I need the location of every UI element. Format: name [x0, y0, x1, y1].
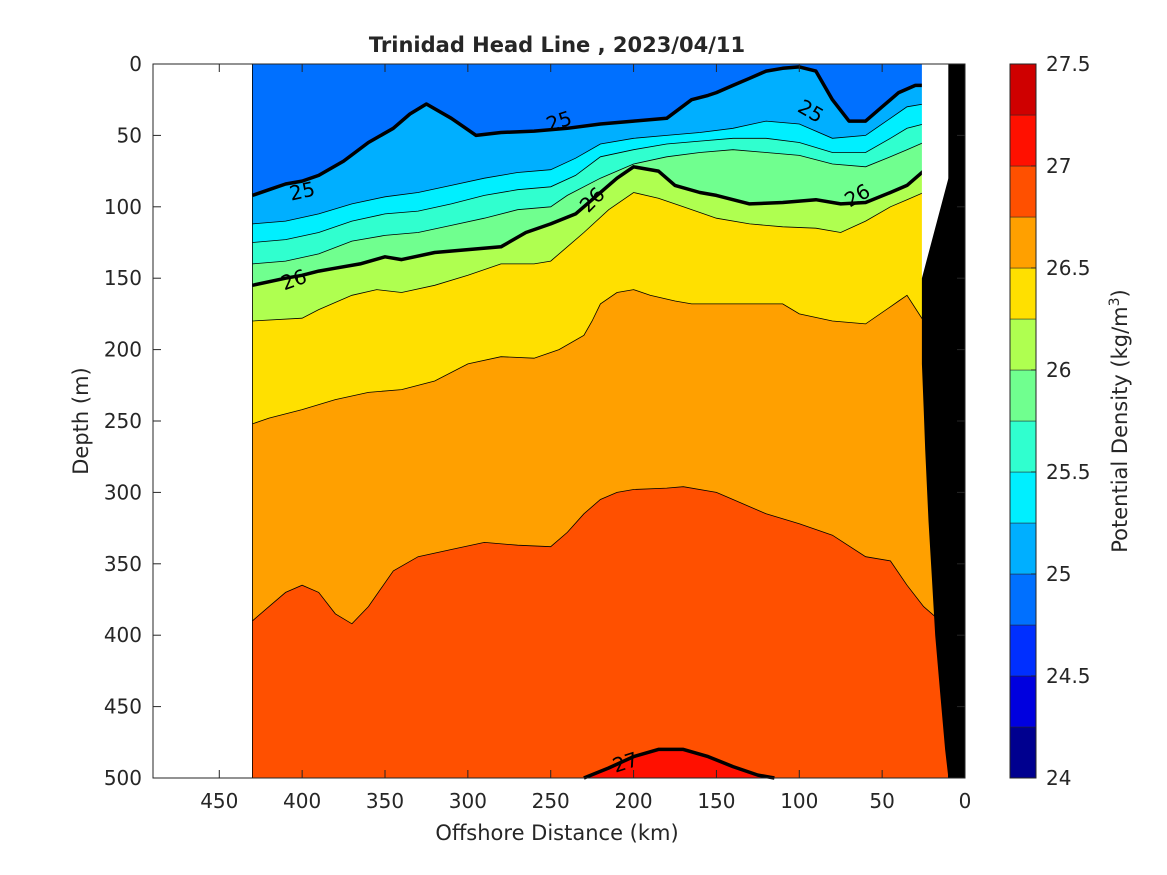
y-tick-label: 500	[104, 766, 142, 790]
colorbar-tick-label: 26.5	[1046, 256, 1091, 280]
contour-lines	[251, 65, 951, 780]
y-tick-label: 150	[104, 266, 142, 290]
x-tick-label: 250	[532, 789, 570, 813]
colorbar-swatch	[1009, 420, 1037, 473]
x-tick-label: 450	[200, 789, 238, 813]
colorbar-swatch	[1009, 726, 1037, 779]
colorbar-label-sup: 3	[1107, 297, 1123, 306]
x-axis: 450 400 350 300 250 200 150 100 50 0	[200, 64, 971, 813]
colorbar-tick-label: 27	[1046, 154, 1071, 178]
y-tick-label: 400	[104, 623, 142, 647]
colorbar-tick-label: 24.5	[1046, 664, 1091, 688]
x-tick-label: 200	[614, 789, 652, 813]
y-tick-label: 50	[117, 123, 142, 147]
y-axis-label: Depth (m)	[69, 367, 93, 474]
x-axis-label: Offshore Distance (km)	[435, 821, 678, 845]
colorbar-label: Potential Density (kg/m3)	[1107, 289, 1132, 553]
colorbar-swatch	[1009, 114, 1037, 167]
colorbar: 24 24.5 25 25.5 26 26.5 27 27.5 Potential Densi…	[1009, 52, 1132, 790]
colorbar-swatch	[1009, 624, 1037, 677]
x-tick-label: 400	[283, 789, 321, 813]
bathymetry-layer	[921, 64, 965, 778]
colorbar-swatch	[1009, 522, 1037, 575]
colorbar-frame	[1009, 63, 1037, 779]
colorbar-tick-label: 25.5	[1046, 460, 1091, 484]
colorbar-swatch	[1009, 63, 1037, 116]
colorbar-swatch	[1009, 573, 1037, 626]
y-axis: 0 50 100 150 200 250 300 350 400 450 500	[104, 52, 965, 790]
colorbar-swatch	[1009, 369, 1037, 422]
x-tick-label: 350	[366, 789, 404, 813]
density-band-27-red	[583, 749, 775, 778]
y-tick-label: 450	[104, 695, 142, 719]
colorbar-swatch	[1009, 471, 1037, 524]
colorbar-swatch	[1009, 267, 1037, 320]
colorbar-swatch	[1009, 318, 1037, 371]
density-band-26-75	[252, 486, 949, 779]
colorbar-ticks: 24 24.5 25 25.5 26 26.5 27 27.5	[1031, 52, 1091, 790]
y-tick-label: 100	[104, 195, 142, 219]
x-tick-label: 300	[449, 789, 487, 813]
x-tick-label: 150	[697, 789, 735, 813]
contour-fills	[252, 63, 949, 779]
x-tick-label: 50	[869, 789, 894, 813]
contour-line-27	[583, 747, 775, 780]
x-tick-label: 0	[959, 789, 972, 813]
contour-line-25	[251, 65, 949, 198]
y-tick-label: 200	[104, 338, 142, 362]
colorbar-label-main: Potential Density (kg/m	[1108, 306, 1132, 552]
colorbar-tick-label: 27.5	[1046, 52, 1091, 76]
bathymetry	[921, 64, 965, 778]
chart-title: Trinidad Head Line , 2023/04/11	[369, 33, 745, 57]
colorbar-swatch	[1009, 216, 1037, 269]
colorbar-tick-label: 26	[1046, 358, 1071, 382]
x-tick-label: 100	[780, 789, 818, 813]
colorbar-swatch	[1009, 675, 1037, 728]
colorbar-swatch	[1009, 165, 1037, 218]
y-tick-label: 250	[104, 409, 142, 433]
colorbar-label-close: )	[1108, 289, 1132, 297]
colorbar-tick-label: 25	[1046, 562, 1071, 586]
y-tick-label: 0	[129, 52, 142, 76]
colorbar-swatches	[1009, 63, 1037, 779]
y-tick-label: 300	[104, 480, 142, 504]
contour-line-26	[252, 159, 951, 288]
contour-label: 25	[287, 177, 317, 206]
y-tick-label: 350	[104, 552, 142, 576]
colorbar-tick-label: 24	[1046, 766, 1071, 790]
